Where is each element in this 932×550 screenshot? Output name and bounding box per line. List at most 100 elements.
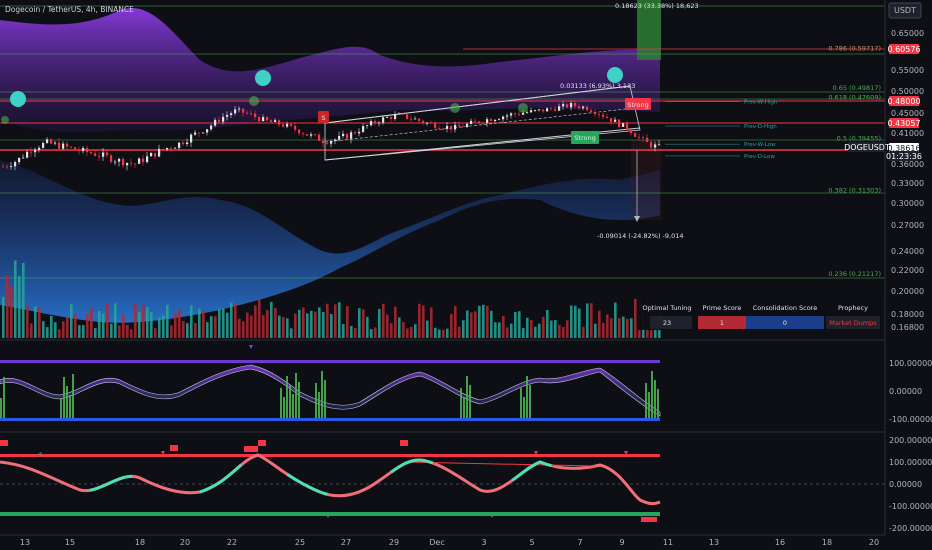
x-tick-label: 13 bbox=[20, 538, 30, 547]
candle bbox=[210, 125, 213, 130]
x-tick-label: 3 bbox=[481, 538, 486, 547]
candle bbox=[542, 109, 545, 112]
price-badge-cur bbox=[889, 143, 919, 153]
candle bbox=[654, 144, 657, 148]
volume-bar bbox=[238, 318, 241, 338]
volume-bar bbox=[50, 315, 53, 338]
volume-bar bbox=[338, 302, 341, 338]
price-badge-text: 0.43057 bbox=[887, 119, 920, 128]
table-header: Optimal Tuning bbox=[642, 304, 691, 312]
volume-bar bbox=[470, 312, 473, 338]
candle bbox=[366, 125, 369, 127]
y-tick-label: 0.24000 bbox=[891, 247, 924, 256]
fib-label: 0.5 (0.39455) bbox=[837, 135, 881, 143]
osc1-bar bbox=[3, 377, 5, 418]
osc1-bar bbox=[63, 377, 65, 418]
osc2-pane[interactable]: ✲ bbox=[0, 440, 885, 522]
candle bbox=[162, 148, 165, 150]
volume-bar bbox=[498, 322, 501, 338]
candle bbox=[58, 142, 61, 149]
volume-bar bbox=[542, 316, 545, 338]
candle bbox=[150, 152, 153, 157]
candle bbox=[618, 119, 621, 127]
osc1-pane[interactable] bbox=[0, 345, 661, 421]
candle bbox=[458, 125, 461, 127]
table-header: Consolidation Score bbox=[753, 304, 817, 312]
svg-text:Strong: Strong bbox=[627, 101, 648, 109]
candle bbox=[186, 142, 189, 145]
volume-bar bbox=[42, 321, 45, 338]
volume-bar bbox=[242, 321, 245, 338]
candle bbox=[286, 123, 289, 127]
candle bbox=[310, 134, 313, 136]
candle bbox=[130, 162, 133, 164]
volume-bar bbox=[570, 305, 573, 338]
osc1-bar bbox=[648, 392, 650, 418]
candle bbox=[578, 106, 581, 109]
candle bbox=[566, 104, 569, 108]
candle bbox=[490, 119, 493, 122]
volume-bar bbox=[106, 303, 109, 338]
volume-bar bbox=[266, 310, 269, 338]
volume-bar bbox=[314, 311, 317, 338]
os-markers bbox=[641, 517, 657, 522]
candle bbox=[46, 139, 49, 143]
candle bbox=[234, 109, 237, 114]
candle bbox=[590, 110, 593, 112]
volume-bar bbox=[614, 302, 617, 338]
osc1-bar bbox=[298, 382, 300, 418]
candle bbox=[390, 117, 393, 119]
prev-level-labels: Prev-W-High Prev-D-High Prev-W-Low Prev-D-L… bbox=[665, 100, 778, 160]
osc1-bar bbox=[286, 376, 288, 418]
x-tick-label: 27 bbox=[341, 538, 351, 547]
volume-bar bbox=[578, 308, 581, 338]
volume-bar bbox=[354, 328, 357, 338]
candle bbox=[214, 119, 217, 126]
price-badge-text: 0.60576 bbox=[887, 45, 920, 54]
osc1-bar bbox=[460, 388, 462, 418]
volume-bar bbox=[90, 308, 93, 338]
volume-bar bbox=[142, 305, 145, 338]
right-axis[interactable] bbox=[885, 0, 932, 550]
volume-bar bbox=[386, 314, 389, 338]
volume-bar bbox=[202, 310, 205, 338]
candle bbox=[446, 125, 449, 129]
osc1-bar bbox=[0, 398, 2, 418]
prev-level-label: Prev-D-High bbox=[744, 124, 777, 130]
volume-bar bbox=[382, 303, 385, 338]
candle bbox=[142, 158, 145, 163]
volume-bar bbox=[394, 306, 397, 338]
volume-bar bbox=[66, 317, 69, 338]
osc2-tick-label: -100.00000 bbox=[889, 502, 932, 511]
candle bbox=[314, 134, 317, 136]
volume-bar bbox=[326, 303, 329, 338]
volume-bar bbox=[286, 318, 289, 338]
currency-button[interactable]: USDT bbox=[888, 2, 922, 19]
volume-bar bbox=[38, 307, 41, 338]
candle bbox=[382, 117, 385, 123]
y-tick-label: 0.30000 bbox=[891, 199, 924, 208]
volume-bar bbox=[530, 320, 533, 338]
volume-bar bbox=[30, 323, 33, 338]
osc1-bar bbox=[645, 383, 647, 418]
candle bbox=[174, 147, 177, 149]
candle bbox=[6, 166, 9, 168]
volume-bar bbox=[554, 320, 557, 338]
candle bbox=[242, 108, 245, 113]
price-badge-countdown bbox=[889, 151, 919, 161]
candle bbox=[410, 118, 413, 120]
measure-down-box bbox=[631, 140, 661, 220]
candle bbox=[122, 158, 125, 166]
candle bbox=[30, 151, 33, 153]
price-badge-text: 0.38616 bbox=[887, 144, 920, 153]
candle bbox=[358, 131, 361, 134]
volume-bar bbox=[154, 328, 157, 338]
channel-measure-text: 0.03133 (6.93%) 3,133 bbox=[560, 82, 635, 90]
volume-bar bbox=[390, 323, 393, 338]
volume-bar bbox=[254, 305, 257, 338]
volume-bar bbox=[26, 305, 29, 338]
top-measure-text: 0.18623 (33.38%) 18,623 bbox=[615, 2, 699, 10]
volume-bar bbox=[330, 314, 333, 338]
fib-label: 0.382 (0.31303) bbox=[828, 186, 881, 194]
